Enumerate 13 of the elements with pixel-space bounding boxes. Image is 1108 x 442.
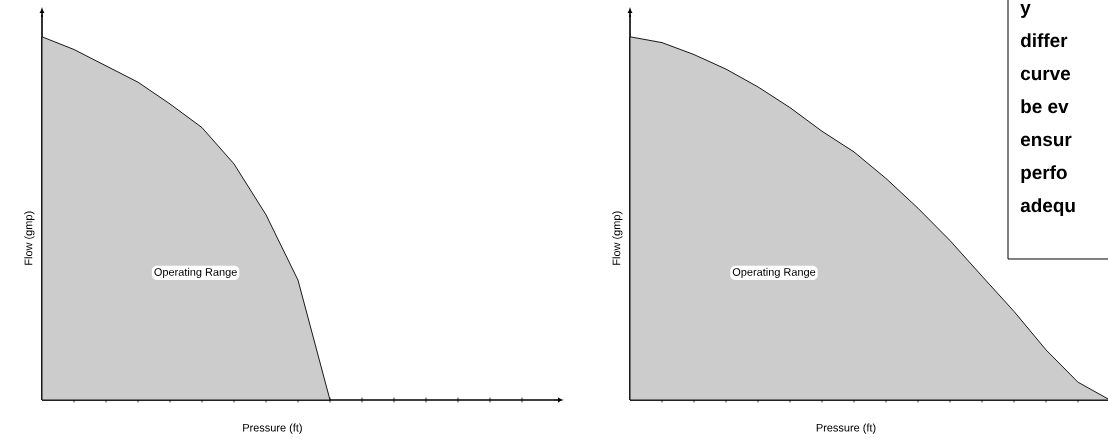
x-axis-title: Pressure (ft) [243, 423, 302, 434]
annotation: ensur [1020, 135, 1072, 147]
annotation: be ev [1021, 99, 1069, 114]
y-axis-title: Flow (gmp) [612, 211, 623, 265]
annotation: Operating Range [154, 267, 237, 279]
y-axis-title: Flow (gmp) [24, 211, 35, 265]
annotation: adequ [1020, 198, 1075, 216]
x-axis-title: Pressure (ft) [816, 423, 876, 434]
annotation: differ [1020, 33, 1068, 48]
annotation: Operating Range [732, 267, 816, 279]
annotation: curve [1020, 69, 1071, 81]
text: y [1020, 3, 1031, 18]
annotation: perfo [1021, 165, 1067, 183]
